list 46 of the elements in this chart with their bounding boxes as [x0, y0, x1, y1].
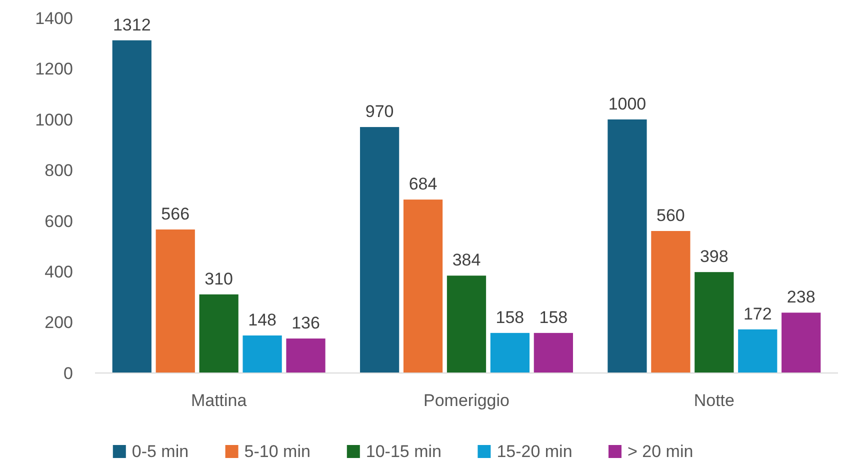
y-tick-label: 600	[44, 212, 73, 231]
bar	[608, 119, 647, 373]
y-tick-label: 0	[64, 364, 73, 383]
data-label: 158	[496, 308, 524, 327]
bar	[782, 312, 821, 373]
data-label: 238	[786, 288, 816, 307]
bar	[286, 338, 326, 373]
y-tick-label: 1200	[35, 60, 73, 79]
bar	[490, 332, 530, 373]
bar	[403, 200, 443, 373]
data-label: 566	[161, 204, 190, 224]
bar	[534, 332, 573, 373]
y-tick-label: 1000	[35, 110, 73, 130]
bar	[360, 127, 400, 373]
legend-label: 10-15 min	[366, 442, 442, 461]
data-label: 560	[656, 206, 685, 225]
bar	[694, 272, 734, 373]
data-label: 384	[452, 250, 481, 270]
data-label: 310	[204, 269, 234, 288]
y-tick-label: 1400	[35, 8, 73, 28]
x-tick-label: Mattina	[190, 391, 248, 410]
data-label: 398	[700, 247, 728, 266]
bar	[651, 231, 690, 373]
legend-label: > 20 min	[628, 442, 694, 461]
bar	[446, 276, 486, 373]
data-label: 158	[539, 308, 568, 327]
y-tick-label: 800	[44, 161, 73, 180]
bar	[242, 335, 282, 373]
data-label: 136	[292, 314, 320, 333]
y-tick-label: 200	[44, 313, 73, 332]
data-label: 148	[248, 310, 276, 330]
data-label: 1000	[608, 94, 646, 114]
data-label: 1312	[112, 15, 151, 34]
bar	[199, 294, 238, 373]
data-label: 684	[408, 174, 438, 194]
x-tick-label: Notte	[694, 391, 734, 410]
bar	[156, 229, 195, 373]
legend-label: 5-10 min	[244, 442, 310, 461]
data-label: 172	[743, 304, 772, 324]
y-tick-label: 400	[44, 262, 73, 282]
bar	[112, 40, 152, 373]
x-tick-label: Pomeriggio	[424, 391, 510, 410]
legend-label: 15-20 min	[496, 442, 572, 461]
legend-label: 0-5 min	[132, 442, 189, 461]
bar	[738, 329, 778, 373]
data-label: 970	[365, 102, 394, 122]
